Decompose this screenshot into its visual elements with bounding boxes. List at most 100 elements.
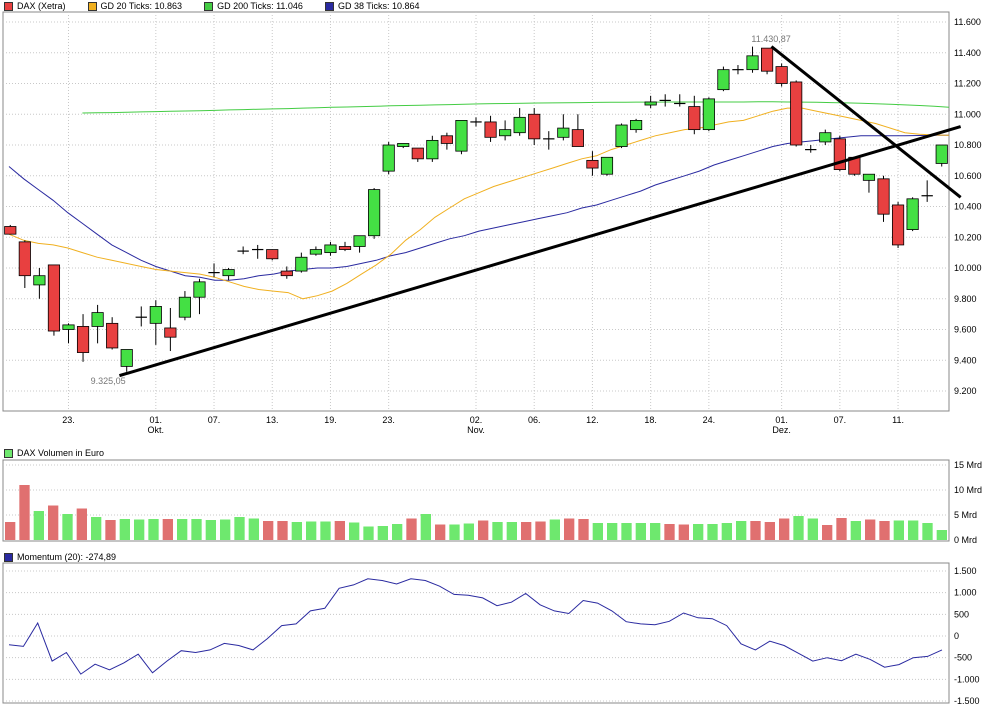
- volume-bar: [678, 524, 689, 540]
- price-ytick-label: 11.600: [954, 17, 981, 27]
- candle-body: [62, 324, 75, 330]
- candle-body: [440, 135, 453, 144]
- volume-bar: [908, 520, 919, 540]
- volume-bar: [549, 519, 560, 540]
- volume-panel-frame: [2, 459, 950, 542]
- candle-body: [106, 322, 119, 349]
- candle-body: [4, 226, 17, 235]
- candle-body: [353, 235, 366, 247]
- volume-bar: [306, 521, 317, 540]
- volume-bar: [807, 518, 818, 540]
- candle-body: [455, 120, 468, 152]
- momentum-ytick-label: 0: [954, 631, 959, 641]
- candle-body: [426, 139, 439, 160]
- candle-body: [266, 249, 279, 260]
- candle-body: [222, 269, 235, 277]
- volume-bar: [721, 523, 732, 540]
- price-ytick-label: 10.600: [954, 171, 982, 181]
- candle-body: [18, 241, 31, 277]
- price-ytick-label: 9.400: [954, 355, 977, 365]
- x-axis-tick-label: 01.: [775, 415, 788, 425]
- price-ytick-label: 10.800: [954, 140, 982, 150]
- volume-bar: [177, 519, 188, 540]
- price-ytick-label: 9.800: [954, 294, 977, 304]
- price-ytick-label: 11.000: [954, 109, 981, 119]
- x-axis-tick-label: 01.: [150, 415, 163, 425]
- volume-bar: [750, 521, 761, 540]
- legend-label-volume: DAX Volumen in Euro: [17, 448, 105, 458]
- candle-body: [571, 129, 584, 147]
- candle-body: [397, 143, 410, 147]
- volume-bar: [76, 508, 87, 540]
- x-axis-month-label: Nov.: [467, 425, 485, 435]
- volume-bar: [793, 516, 804, 540]
- candle-body: [833, 138, 846, 171]
- candle-body: [513, 116, 526, 134]
- legend-swatch-gd20: [87, 1, 97, 11]
- candle-body: [33, 275, 46, 286]
- low-annotation: 9.325,05: [91, 376, 126, 386]
- legend-label-gd200: GD 200 Ticks: 11.046: [217, 1, 303, 11]
- legend-label-gd20: GD 20 Ticks: 10.863: [100, 1, 183, 11]
- x-axis-tick-label: 24.: [703, 415, 716, 425]
- momentum-ytick-label: 1.000: [954, 588, 977, 598]
- volume-bar: [621, 523, 632, 540]
- candle-body: [775, 66, 788, 84]
- volume-bar: [564, 518, 575, 540]
- x-axis-tick-label: 12.: [586, 415, 599, 425]
- x-axis-tick-label: 02.: [470, 415, 483, 425]
- candle-body: [382, 144, 395, 172]
- candle-body: [47, 264, 61, 332]
- momentum-ytick-label: -500: [954, 653, 972, 663]
- volume-bar: [850, 521, 861, 540]
- candle-body: [819, 132, 832, 143]
- volume-bar: [19, 485, 30, 540]
- ma200-line: [82, 101, 950, 114]
- volume-bar: [693, 524, 704, 540]
- volume-bar: [521, 522, 532, 540]
- momentum-ytick-label: -1.000: [954, 674, 980, 684]
- volume-bar: [33, 511, 44, 540]
- candle-body: [600, 156, 614, 175]
- volume-bar: [334, 521, 345, 540]
- candle-body: [790, 81, 803, 146]
- legend-top: DAX (Xetra) GD 20 Ticks: 10.863 GD 200 T…: [4, 0, 420, 12]
- x-axis-tick-label: 11.: [892, 415, 904, 425]
- volume-bar: [291, 522, 302, 540]
- volume-bar: [592, 523, 603, 540]
- candle-body: [877, 178, 890, 215]
- x-axis-month-label: Okt.: [148, 425, 165, 435]
- volume-bar: [535, 521, 546, 540]
- volume-bar: [936, 530, 947, 540]
- candle-body: [586, 159, 599, 169]
- x-axis-tick-label: 07.: [208, 415, 221, 425]
- volume-bar: [607, 523, 618, 540]
- volume-ytick-label: 5 Mrd: [954, 510, 977, 520]
- volume-bar: [879, 521, 890, 540]
- volume-bar: [736, 521, 747, 540]
- momentum-ytick-label: 1.500: [954, 566, 977, 576]
- candle-body: [630, 120, 643, 131]
- volume-bar: [822, 525, 833, 540]
- volume-ytick-label: 15 Mrd: [954, 460, 982, 470]
- candle-body: [324, 244, 337, 254]
- volume-bar: [263, 521, 274, 540]
- candle-body: [906, 198, 919, 230]
- volume-bar: [220, 519, 231, 540]
- x-axis-tick-label: 07.: [834, 415, 847, 425]
- candle-body: [193, 281, 206, 298]
- volume-bar: [363, 526, 374, 540]
- candle-body: [862, 173, 876, 181]
- price-ytick-label: 9.600: [954, 325, 977, 335]
- volume-ytick-label: 10 Mrd: [954, 485, 982, 495]
- legend-swatch-momentum: [4, 552, 13, 562]
- volume-bar: [48, 505, 59, 540]
- legend-swatch-gd38: [324, 1, 334, 11]
- legend-swatch-volume: [4, 448, 13, 458]
- candle-body: [615, 124, 628, 147]
- candle-body: [309, 249, 322, 255]
- candle-body: [746, 55, 759, 71]
- legend-label-dax: DAX (Xetra): [17, 1, 66, 11]
- legend-swatch-dax: [4, 1, 13, 11]
